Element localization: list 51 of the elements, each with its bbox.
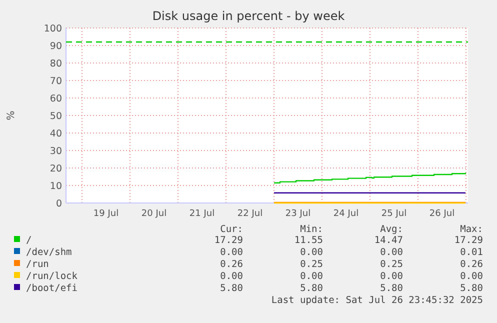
x-tick-label: 19 Jul [93, 209, 119, 219]
text: 17.29 [454, 235, 484, 246]
y-tick-label: 10 [50, 181, 62, 192]
text: 0.00 [460, 271, 484, 282]
text: 5.80 [460, 283, 484, 294]
text: 0.25 [300, 259, 323, 270]
x-tick-label: 21 Jul [189, 209, 215, 219]
text: Last update: Sat Jul 26 23:45:32 2025 [271, 295, 483, 306]
text: 5.80 [220, 283, 244, 294]
text: 5.80 [380, 283, 404, 294]
x-tick-label: 26 Jul [429, 209, 455, 219]
y-tick-label: 50 [50, 111, 62, 122]
x-tick-label: 24 Jul [333, 209, 359, 219]
legend-label: /dev/shm [26, 247, 72, 258]
x-tick-label: 23 Jul [285, 209, 311, 219]
x-tick-label: 20 Jul [141, 209, 167, 219]
text: Min: [300, 224, 323, 235]
text: Avg: [380, 224, 403, 235]
text: 0.26 [460, 259, 484, 270]
legend-label: / [26, 235, 32, 246]
text: 0.25 [380, 259, 403, 270]
text: 11.55 [294, 235, 323, 246]
text: 0.00 [220, 247, 244, 258]
y-tick-label: 100 [44, 24, 62, 34]
y-tick-label: 80 [50, 58, 62, 70]
y-tick-label: 0 [56, 198, 62, 210]
y-axis-title: % [6, 110, 17, 120]
x-tick-label: 22 Jul [237, 209, 263, 219]
legend-label: /run/lock [26, 271, 78, 282]
y-tick-label: 70 [50, 76, 62, 87]
x-tick-label: 25 Jul [381, 209, 407, 219]
text: 0.26 [220, 259, 244, 270]
y-tick-label: 60 [50, 94, 62, 104]
text: 5.80 [300, 283, 324, 294]
text: 0.00 [380, 271, 404, 282]
text: Max: [460, 224, 483, 235]
text: 0.00 [300, 247, 324, 258]
legend-label: /run [26, 259, 49, 270]
y-tick-label: 90 [50, 41, 62, 52]
text: 17.29 [214, 235, 244, 246]
y-tick-label: 20 [50, 164, 62, 174]
text: Cur: [220, 224, 243, 235]
legend-label: /boot/efi [26, 283, 78, 294]
text: 14.47 [374, 235, 403, 246]
text: 0.00 [380, 247, 404, 258]
text: 0.00 [300, 271, 324, 282]
text: 0.01 [460, 247, 484, 258]
chart-title: Disk usage in percent - by week [152, 9, 345, 23]
y-tick-label: 40 [50, 128, 62, 140]
y-tick-label: 30 [50, 146, 62, 157]
text: 0.00 [220, 271, 244, 282]
